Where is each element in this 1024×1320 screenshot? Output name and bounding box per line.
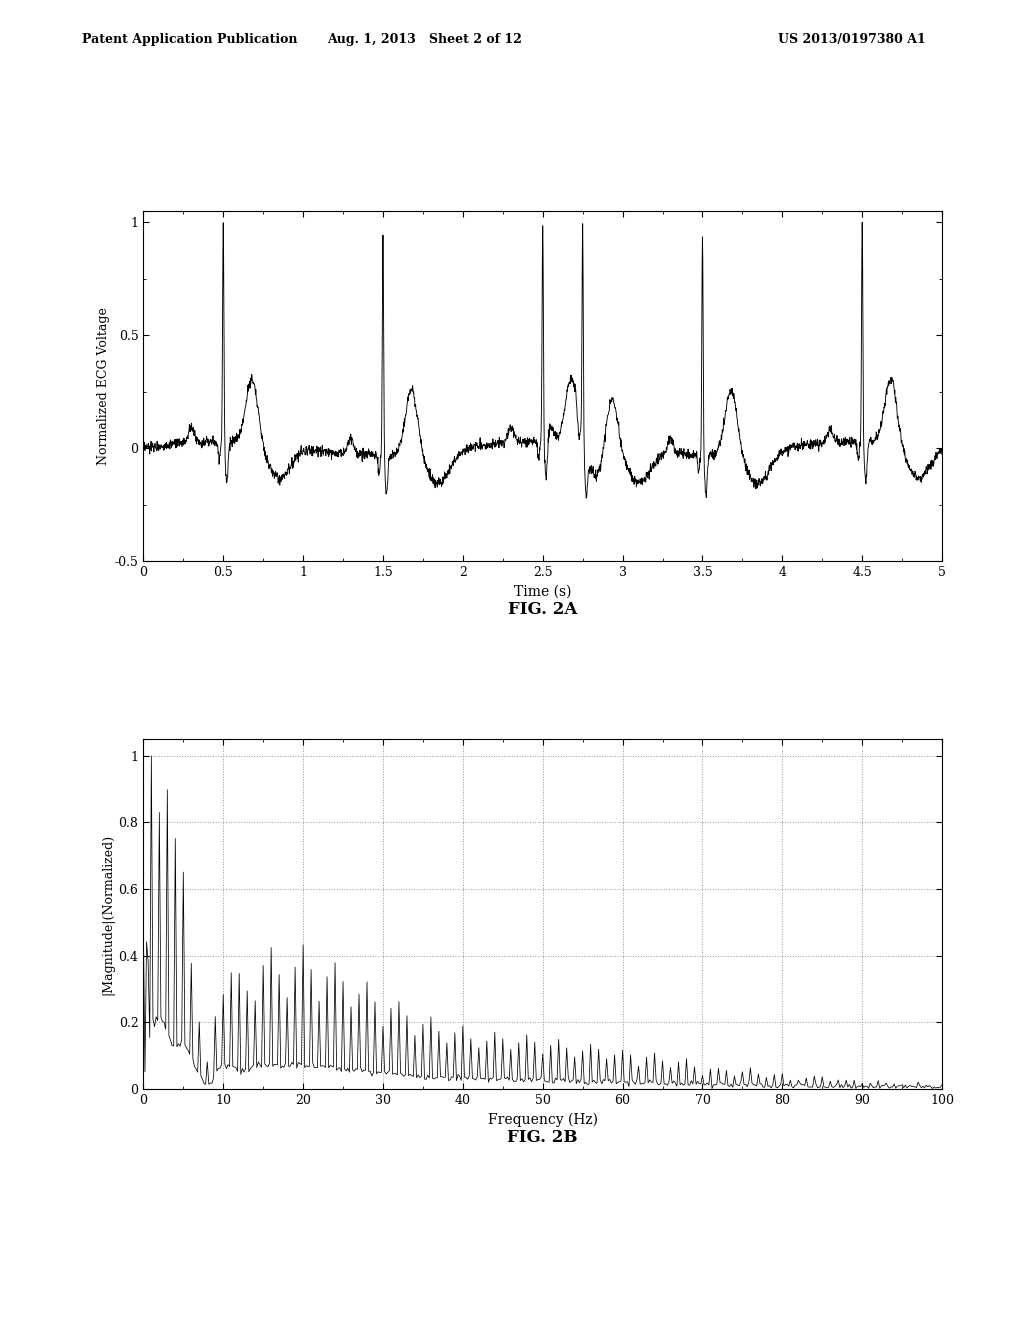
Y-axis label: |Magnitude|(Normalized): |Magnitude|(Normalized)	[101, 833, 115, 995]
Text: FIG. 2B: FIG. 2B	[508, 1129, 578, 1146]
Text: US 2013/0197380 A1: US 2013/0197380 A1	[778, 33, 926, 46]
X-axis label: Frequency (Hz): Frequency (Hz)	[487, 1113, 598, 1127]
Y-axis label: Normalized ECG Voltage: Normalized ECG Voltage	[97, 308, 111, 465]
Text: Aug. 1, 2013   Sheet 2 of 12: Aug. 1, 2013 Sheet 2 of 12	[328, 33, 522, 46]
Text: FIG. 2A: FIG. 2A	[508, 601, 578, 618]
Text: Patent Application Publication: Patent Application Publication	[82, 33, 297, 46]
X-axis label: Time (s): Time (s)	[514, 585, 571, 598]
